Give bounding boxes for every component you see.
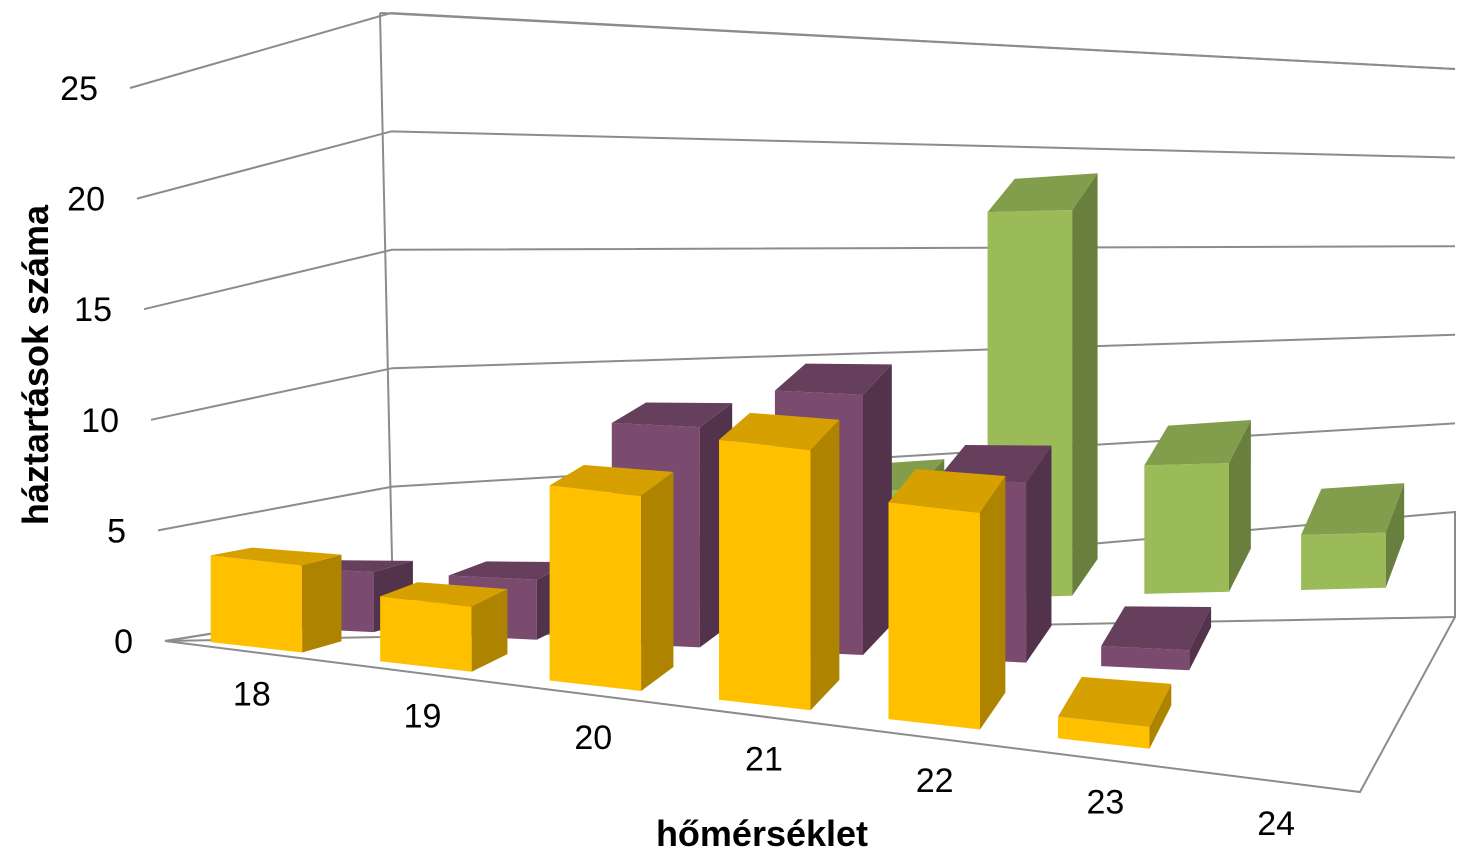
bar-side-face xyxy=(1385,483,1405,588)
x-tick-label: 23 xyxy=(1086,784,1124,822)
y-axis-ticks: 0 5 10 15 20 25 xyxy=(60,70,133,661)
bar-front-face xyxy=(1057,716,1150,749)
bar-side-face xyxy=(471,589,508,672)
bar-top-face xyxy=(987,173,1098,213)
bar-side-face xyxy=(979,475,1006,730)
bar-top-face xyxy=(719,412,840,451)
bar-front-face xyxy=(719,439,811,711)
gridline xyxy=(157,422,1456,532)
bar xyxy=(549,464,674,691)
y-tick-label: 0 xyxy=(114,623,133,661)
bar xyxy=(1301,483,1405,590)
bar xyxy=(888,469,1006,730)
bar-front-face xyxy=(380,596,472,672)
bar-top-face xyxy=(549,464,674,496)
gridlines xyxy=(129,11,1456,642)
bar-side-face xyxy=(302,554,342,653)
back-wall-left-edge xyxy=(164,12,395,642)
bar-front-face xyxy=(1301,532,1386,590)
bar-top-face xyxy=(888,469,1006,513)
bar-top-face xyxy=(774,363,892,395)
bar-side-face xyxy=(1228,420,1251,592)
bar-side-face xyxy=(1149,683,1172,749)
x-tick-label: 18 xyxy=(233,676,271,714)
gridline xyxy=(150,333,1456,421)
gridline xyxy=(129,11,1456,89)
floor-front-edge xyxy=(164,616,1456,794)
bar xyxy=(1101,606,1212,671)
bar-front-face xyxy=(210,555,303,653)
bar-front-face xyxy=(888,502,980,730)
gridline xyxy=(136,130,1456,200)
bar xyxy=(1144,420,1251,594)
gridline xyxy=(143,245,1456,311)
bar-front-face xyxy=(1144,463,1229,594)
bar xyxy=(719,412,840,711)
bar xyxy=(210,547,342,653)
y-tick-label: 20 xyxy=(67,181,105,219)
bar xyxy=(1057,676,1172,749)
bar-top-face xyxy=(1144,420,1251,466)
y-tick-label: 15 xyxy=(74,291,112,329)
bar-front-face xyxy=(549,485,642,691)
x-tick-label: 20 xyxy=(574,719,612,757)
y-axis-title: háztartások száma xyxy=(15,204,56,525)
bar-top-face xyxy=(210,547,342,566)
x-tick-label: 24 xyxy=(1257,805,1295,843)
x-axis-title: hőmérséklet xyxy=(656,813,868,852)
bar-top-face xyxy=(1101,606,1212,651)
x-tick-label: 19 xyxy=(404,697,442,735)
bars xyxy=(210,173,1405,749)
x-tick-label: 22 xyxy=(916,762,954,800)
bar-top-face xyxy=(1301,483,1405,535)
x-tick-label: 21 xyxy=(745,740,783,778)
bar-top-face xyxy=(448,561,573,580)
bar-side-face xyxy=(1026,445,1052,663)
bar xyxy=(380,582,508,672)
bar-side-face xyxy=(1072,173,1098,596)
y-tick-label: 5 xyxy=(107,512,126,550)
x-axis-ticks: 18 19 20 21 22 23 24 xyxy=(233,676,1295,843)
bar-side-face xyxy=(641,471,674,691)
bar-side-face xyxy=(1189,607,1212,671)
bar-top-face xyxy=(380,582,508,607)
y-tick-label: 10 xyxy=(81,402,119,440)
y-tick-label: 25 xyxy=(60,70,98,108)
bar-top-face xyxy=(611,402,733,428)
bar-top-face xyxy=(1057,676,1172,728)
bar-side-face xyxy=(862,364,892,655)
bar-front-face xyxy=(1101,646,1190,671)
bar-side-face xyxy=(810,419,840,711)
